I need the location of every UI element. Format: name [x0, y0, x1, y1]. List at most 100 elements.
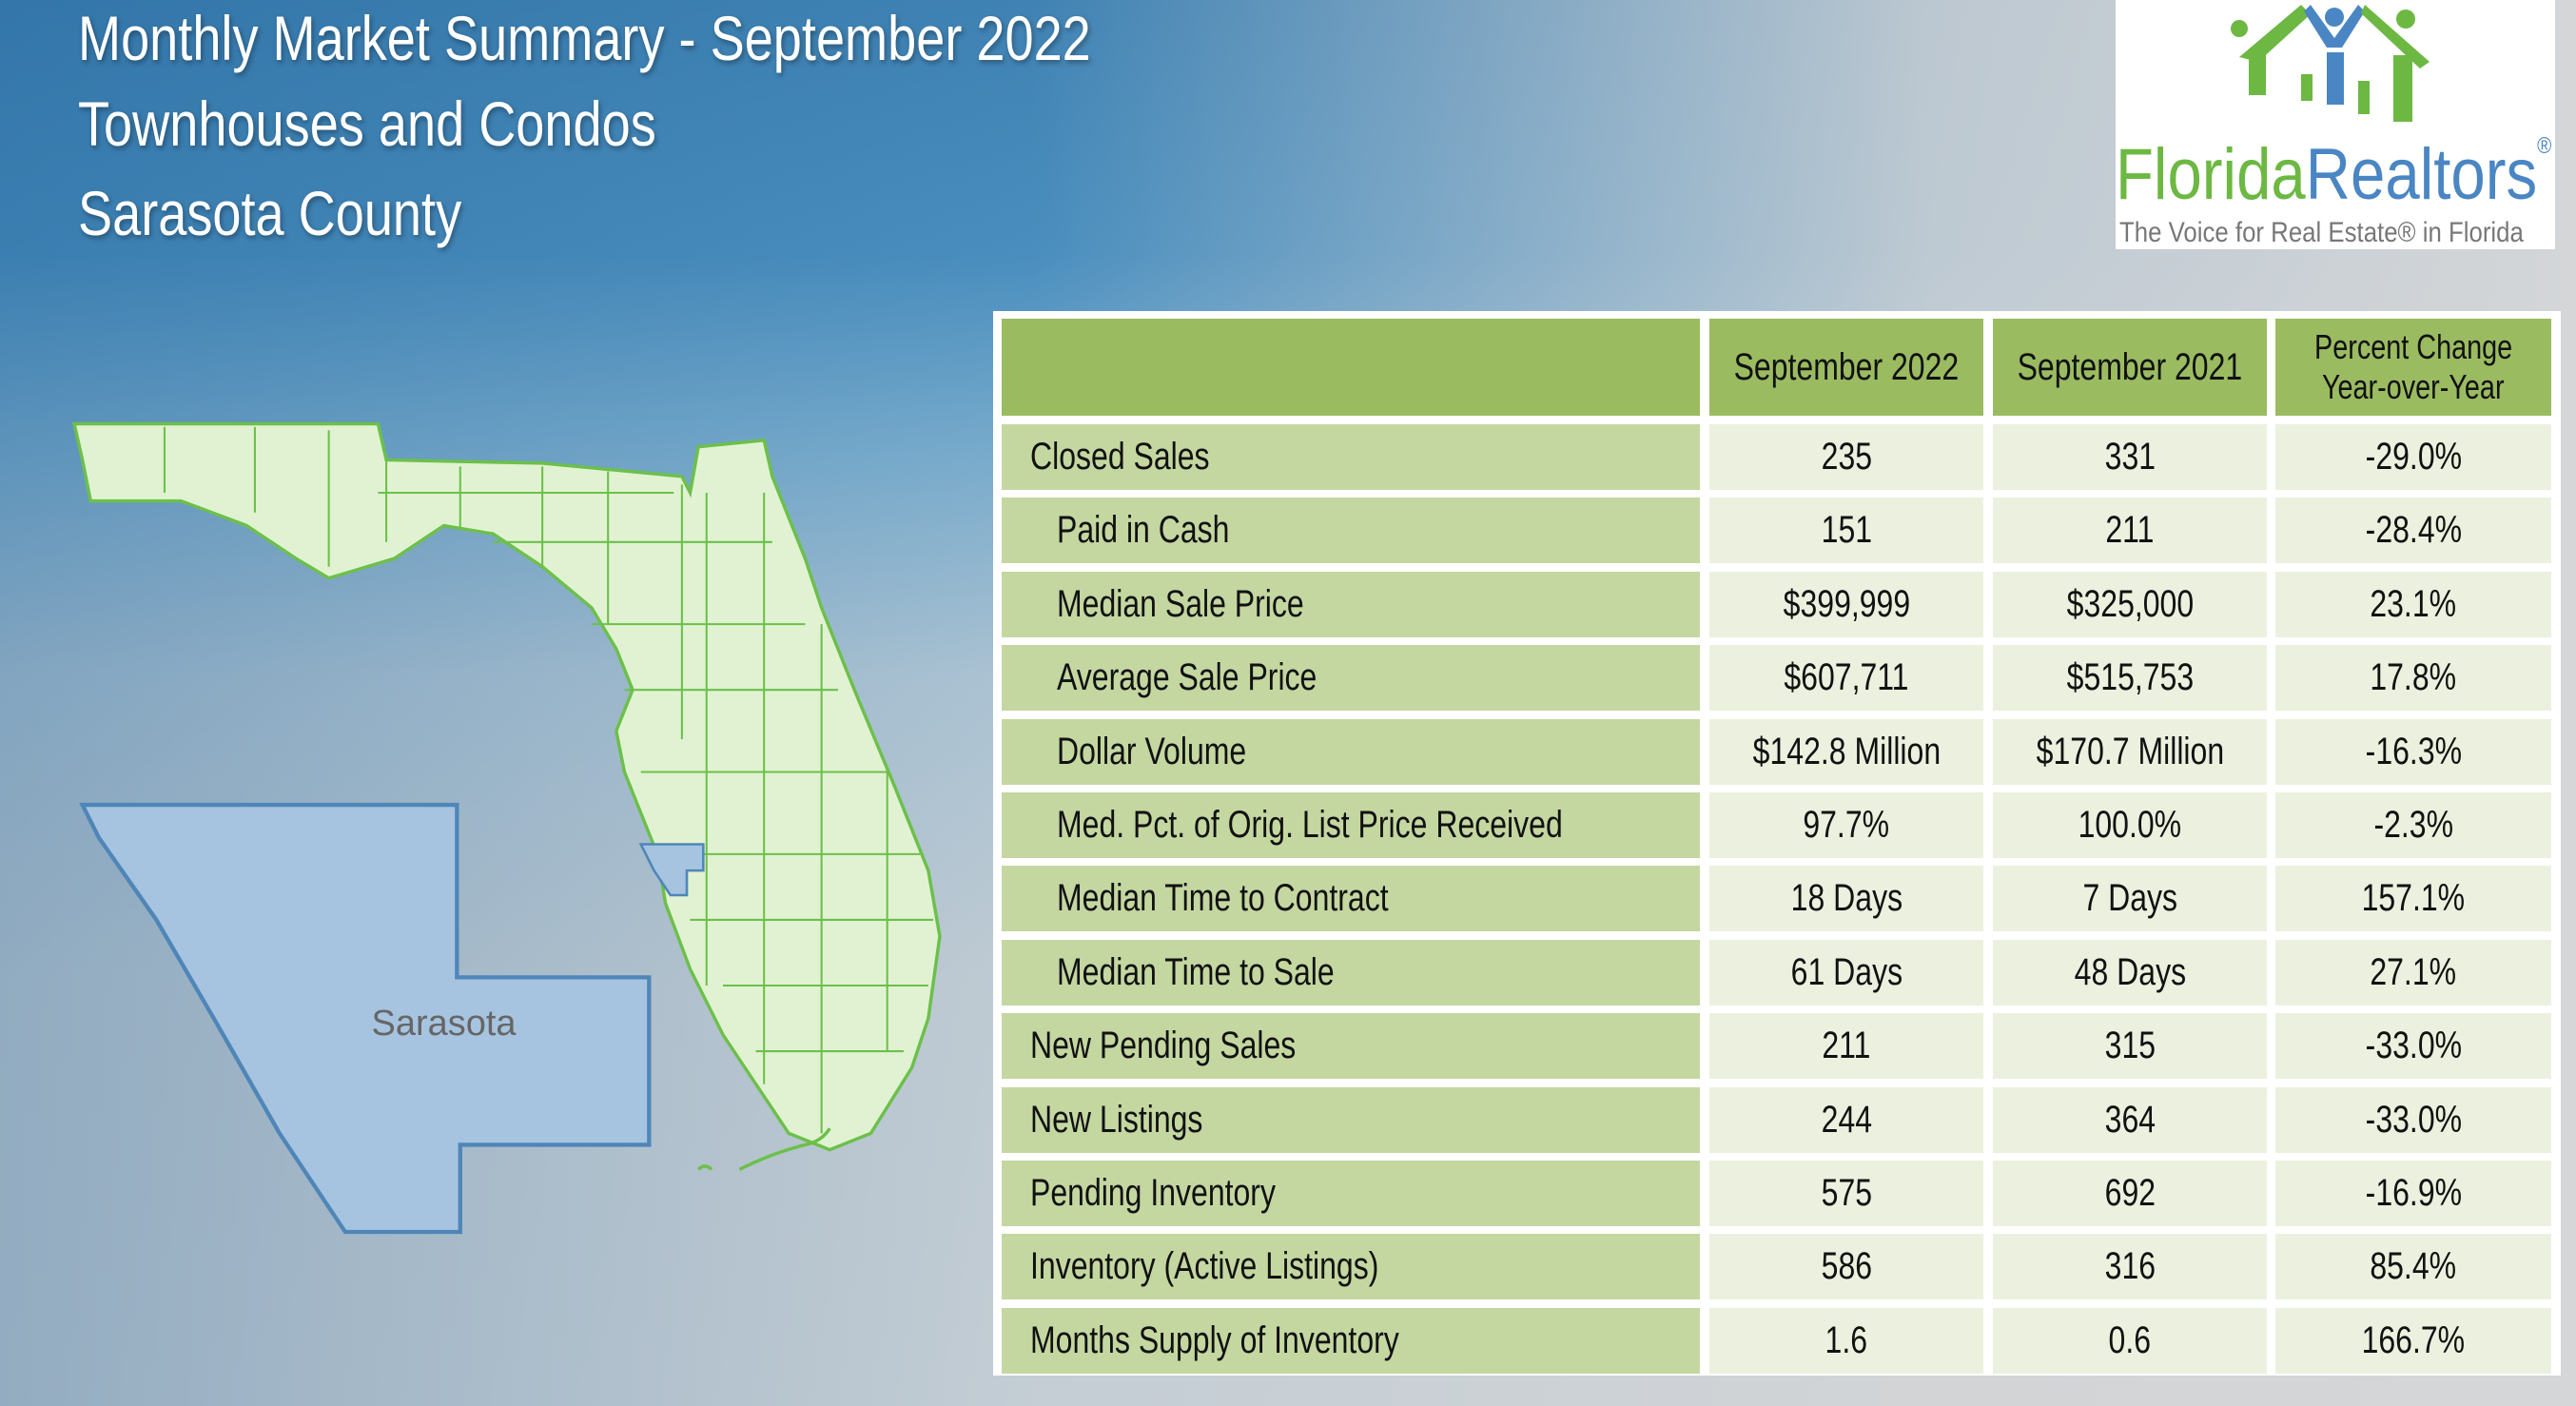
- value-previous: 7 Days: [1993, 866, 2267, 932]
- value-percent-change: -16.9%: [2275, 1161, 2551, 1226]
- row-label-text: Closed Sales: [1030, 436, 1210, 478]
- row-label: Months Supply of Inventory: [1002, 1307, 1700, 1374]
- value-previous-text: 211: [2105, 509, 2155, 552]
- value-percent-change: -33.0%: [2275, 1013, 2551, 1080]
- florida-keys: [696, 1127, 831, 1171]
- row-label-text: Median Time to Contract: [1057, 877, 1389, 920]
- value-current: $399,999: [1709, 571, 1983, 637]
- header-blank-cell: [1002, 319, 1700, 416]
- row-label: Average Sale Price: [1002, 645, 1700, 712]
- value-percent-change: 17.8%: [2275, 645, 2551, 712]
- value-percent-change-text: -28.4%: [2365, 509, 2462, 552]
- value-previous: $515,753: [1993, 645, 2267, 712]
- logo-registered: ®: [2537, 133, 2552, 159]
- column-header-label: September 2021: [2017, 345, 2243, 388]
- value-current: $142.8 Million: [1709, 718, 1983, 785]
- value-percent-change-text: -16.9%: [2365, 1172, 2462, 1214]
- value-current-text: 97.7%: [1803, 804, 1890, 846]
- logo-tagline: The Voice for Real Estate® in Florida: [2119, 217, 2524, 248]
- value-current: 235: [1709, 424, 1983, 490]
- houses-people-logo-icon: [2231, 5, 2430, 122]
- florida-realtors-logo: FloridaRealtors® The Voice for Real Esta…: [2116, 0, 2555, 249]
- value-previous: 211: [1993, 498, 2267, 564]
- row-label-text: Dollar Volume: [1057, 730, 1247, 772]
- value-previous: 692: [1993, 1161, 2267, 1226]
- value-current-text: 18 Days: [1790, 877, 1903, 920]
- value-previous: 315: [1993, 1013, 2267, 1080]
- value-previous-text: 315: [2104, 1025, 2156, 1067]
- row-label-text: New Pending Sales: [1030, 1025, 1297, 1067]
- value-percent-change: 85.4%: [2275, 1234, 2551, 1300]
- value-percent-change-text: 23.1%: [2370, 582, 2457, 625]
- value-percent-change: -29.0%: [2275, 424, 2551, 490]
- row-label: New Listings: [1002, 1086, 1700, 1153]
- county-label: Sarasota: [372, 1004, 517, 1044]
- value-percent-change-text: 85.4%: [2370, 1245, 2457, 1288]
- row-label: Median Sale Price: [1002, 571, 1700, 637]
- value-previous: 331: [1993, 424, 2267, 490]
- value-current-text: 575: [1821, 1172, 1872, 1214]
- value-current-text: $142.8 Million: [1752, 730, 1941, 772]
- row-label: Paid in Cash: [1002, 498, 1700, 564]
- value-previous-text: 100.0%: [2078, 804, 2182, 846]
- row-label-text: New Listings: [1030, 1098, 1203, 1141]
- value-current-text: 244: [1821, 1098, 1872, 1141]
- value-previous: 0.6: [1993, 1307, 2267, 1374]
- column-header-label-line1: Percent Change: [2313, 327, 2513, 366]
- row-label-text: Median Sale Price: [1057, 582, 1304, 625]
- sarasota-county-inset: [79, 802, 652, 1235]
- value-percent-change: 23.1%: [2275, 571, 2551, 637]
- value-previous: 48 Days: [1993, 939, 2267, 1006]
- value-previous: 364: [1993, 1086, 2267, 1153]
- value-previous-text: 364: [2104, 1098, 2156, 1141]
- page-title: Monthly Market Summary - September 2022: [78, 3, 1091, 73]
- value-previous: $170.7 Million: [1993, 718, 2267, 785]
- value-previous-text: 0.6: [2108, 1318, 2152, 1361]
- value-previous-text: 48 Days: [2074, 950, 2186, 993]
- value-percent-change: -16.3%: [2275, 718, 2551, 785]
- row-label-text: Med. Pct. of Orig. List Price Received: [1057, 804, 1563, 846]
- value-previous-text: 316: [2104, 1245, 2156, 1288]
- value-current: $607,711: [1709, 645, 1983, 712]
- value-previous-text: $325,000: [2066, 582, 2194, 625]
- row-label-text: Paid in Cash: [1057, 509, 1230, 552]
- value-previous-text: 7 Days: [2082, 877, 2177, 920]
- value-percent-change-text: -29.0%: [2365, 436, 2462, 478]
- row-label-text: Average Sale Price: [1057, 656, 1317, 699]
- row-label: Dollar Volume: [1002, 718, 1700, 785]
- column-header-previous: September 2021: [1993, 319, 2267, 416]
- sarasota-highlight-small: [638, 843, 705, 897]
- value-current-text: 586: [1821, 1245, 1872, 1288]
- value-percent-change: 157.1%: [2275, 866, 2551, 932]
- value-percent-change-text: 157.1%: [2361, 877, 2466, 920]
- value-current-text: $399,999: [1783, 582, 1910, 625]
- value-current: 586: [1709, 1234, 1983, 1300]
- value-current-text: 211: [1822, 1025, 1871, 1067]
- row-label-text: Pending Inventory: [1030, 1172, 1276, 1214]
- row-label: Median Time to Contract: [1002, 866, 1700, 932]
- value-percent-change: -28.4%: [2275, 498, 2551, 564]
- column-header-label: September 2022: [1733, 345, 1960, 388]
- florida-state-shape: [71, 421, 942, 1152]
- value-current: 1.6: [1709, 1307, 1983, 1374]
- row-label-text: Inventory (Active Listings): [1030, 1245, 1379, 1288]
- value-current: 18 Days: [1709, 866, 1983, 932]
- page-subtitle: Townhouses and Condos: [78, 88, 656, 159]
- value-current-text: 235: [1821, 436, 1872, 478]
- value-percent-change-text: 27.1%: [2370, 950, 2457, 993]
- row-label: Closed Sales: [1002, 424, 1700, 490]
- value-percent-change-text: 17.8%: [2370, 656, 2457, 699]
- logo-wordmark: FloridaRealtors®: [2116, 133, 2551, 216]
- value-percent-change-text: -2.3%: [2373, 804, 2453, 846]
- value-previous-text: 692: [2104, 1172, 2156, 1214]
- value-current-text: $607,711: [1784, 656, 1909, 699]
- row-label-text: Median Time to Sale: [1057, 950, 1335, 993]
- column-header-percent-change: Percent Change Year-over-Year: [2275, 319, 2551, 416]
- value-current: 151: [1709, 498, 1983, 564]
- value-current-text: 61 Days: [1790, 950, 1903, 993]
- value-current: 575: [1709, 1161, 1983, 1226]
- value-previous: 100.0%: [1993, 792, 2267, 858]
- value-percent-change: 166.7%: [2275, 1307, 2551, 1374]
- value-previous-text: $515,753: [2066, 656, 2194, 699]
- value-percent-change: -33.0%: [2275, 1086, 2551, 1153]
